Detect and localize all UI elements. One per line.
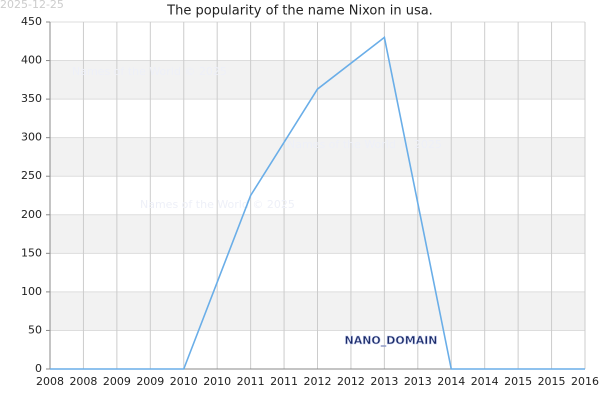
y-tick-label: 300 [21, 131, 42, 144]
x-tick-label: 2011 [237, 375, 265, 388]
chart-title: The popularity of the name Nixon in usa. [166, 4, 433, 19]
data-line [50, 36, 585, 370]
x-tick-label: 2009 [136, 375, 164, 388]
date-stamp: 2025-12-25 [0, 0, 64, 11]
y-tick-label: 50 [28, 323, 42, 336]
x-tick-label: 2008 [36, 375, 64, 388]
y-tick-label: 350 [21, 92, 42, 105]
x-tick-label: 2013 [404, 375, 432, 388]
y-tick-label: 100 [21, 285, 42, 298]
y-tick-label: 0 [35, 362, 42, 375]
y-tick-label: 450 [21, 15, 42, 28]
x-tick-label: 2010 [203, 375, 231, 388]
x-tick-label: 2016 [571, 375, 599, 388]
y-tick-label: 150 [21, 246, 42, 259]
x-tick-label: 2015 [504, 375, 532, 388]
x-tick-label: 2011 [270, 375, 298, 388]
x-tick-label: 2014 [437, 375, 465, 388]
x-tick-label: 2014 [471, 375, 499, 388]
brand: NANO_DOMAIN [344, 334, 437, 347]
watermark: Names of the World © 2025 [140, 198, 295, 211]
watermark: Names of the World © 2025 [72, 65, 227, 78]
y-tick-label: 400 [21, 54, 42, 67]
x-tick-label: 2012 [337, 375, 365, 388]
y-tick-label: 200 [21, 208, 42, 221]
x-tick-label: 2008 [69, 375, 97, 388]
x-tick-label: 2010 [170, 375, 198, 388]
x-tick-label: 2015 [538, 375, 566, 388]
x-tick-label: 2009 [103, 375, 131, 388]
x-tick-label: 2012 [304, 375, 332, 388]
x-tick-label: 2013 [370, 375, 398, 388]
watermark: Names of the World © 2025 [287, 138, 442, 151]
y-tick-label: 250 [21, 169, 42, 182]
